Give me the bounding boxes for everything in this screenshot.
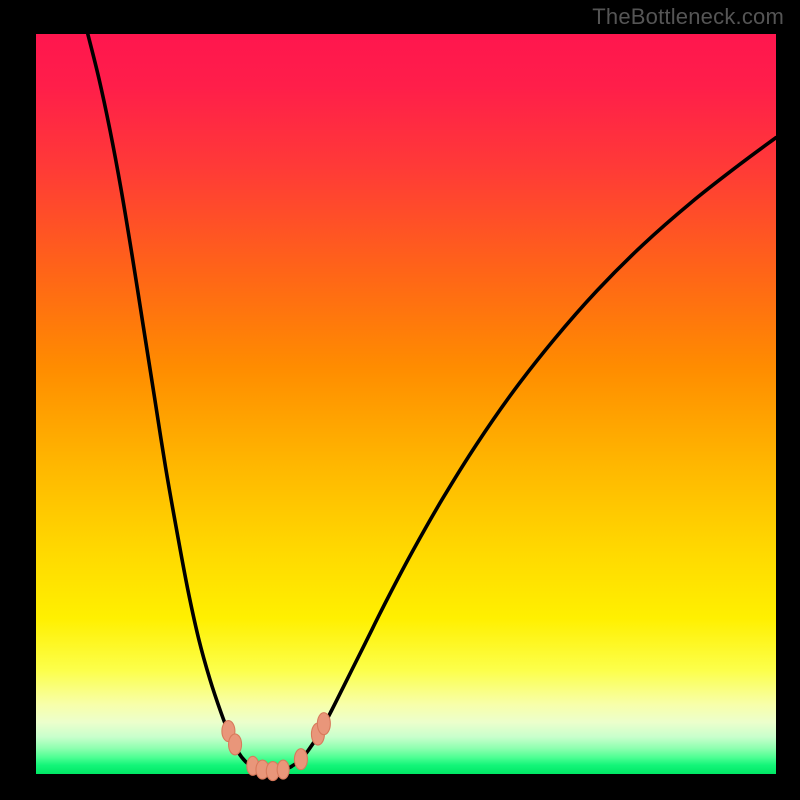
data-marker [277,760,289,779]
chart-svg [0,0,800,800]
chart-frame: TheBottleneck.com [0,0,800,800]
plot-background-gradient [36,34,776,774]
data-marker [317,713,330,735]
data-marker [229,734,242,755]
watermark: TheBottleneck.com [592,4,784,30]
data-marker [294,749,307,770]
